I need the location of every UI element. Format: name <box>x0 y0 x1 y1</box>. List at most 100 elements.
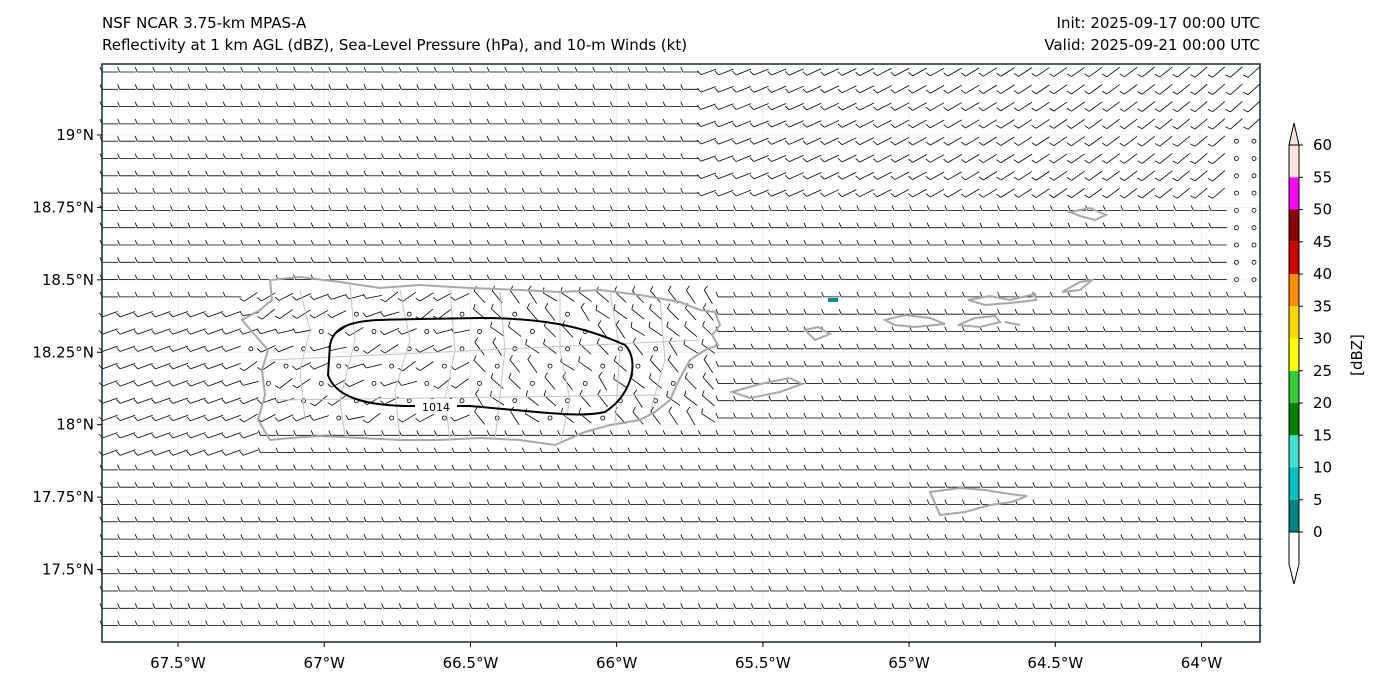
wind-barb <box>293 153 312 159</box>
wind-barb <box>856 499 875 505</box>
wind-barb <box>908 154 927 163</box>
wind-barb <box>749 137 769 145</box>
wind-barb <box>240 101 259 107</box>
wind-barb <box>1226 447 1245 454</box>
wind-barb <box>715 291 734 298</box>
wind-barb <box>1226 343 1245 350</box>
wind-barb <box>258 205 277 211</box>
wind-barb <box>327 310 347 319</box>
wind-barb <box>943 102 962 111</box>
wind-barb <box>557 187 576 194</box>
wind-barb <box>855 189 875 198</box>
wind-barb <box>486 274 506 281</box>
wind-barb <box>1155 482 1174 488</box>
wind-barb <box>890 154 910 163</box>
wind-barb <box>240 603 259 609</box>
wind-barb <box>256 345 276 353</box>
wind-barb <box>152 84 171 90</box>
wind-barb <box>117 551 136 557</box>
wind-barb <box>433 328 453 334</box>
wind-barb <box>1173 239 1192 246</box>
wind-barb <box>1102 585 1122 592</box>
wind-barb <box>909 568 928 575</box>
wind-barb <box>1173 482 1192 488</box>
wind-barb <box>1226 603 1245 609</box>
wind-barb <box>1067 239 1086 246</box>
wind-barb <box>732 137 752 145</box>
wind-barb <box>1120 274 1139 281</box>
wind-barb <box>1190 551 1210 557</box>
colorbar-swatch <box>1289 338 1299 371</box>
wind-barb <box>1226 568 1245 575</box>
wind-barb <box>909 309 928 315</box>
wind-barb <box>768 239 787 246</box>
wind-barb <box>205 187 224 194</box>
calm-wind-marker <box>1251 259 1257 265</box>
wind-barb <box>204 432 224 439</box>
wind-barb <box>1154 153 1173 164</box>
wind-barb <box>205 239 224 246</box>
wind-barb <box>363 101 382 107</box>
wind-barb <box>187 603 206 609</box>
wind-barb <box>258 620 277 626</box>
wind-barb <box>381 84 400 90</box>
wind-barb <box>204 397 224 404</box>
wind-barb <box>240 136 259 142</box>
wind-barb <box>1120 603 1139 609</box>
wind-barb <box>925 171 945 181</box>
wind-barb <box>152 239 171 246</box>
wind-barb <box>592 66 611 73</box>
wind-barb <box>504 153 523 159</box>
wind-barb <box>222 620 242 626</box>
wind-barb <box>750 603 770 609</box>
wind-barb <box>1119 187 1138 199</box>
wind-barb <box>837 137 857 146</box>
wind-barb <box>486 66 506 73</box>
wind-barb <box>961 119 980 129</box>
wind-barb <box>714 103 734 110</box>
wind-barb <box>944 291 963 298</box>
wind-barb <box>1085 239 1104 246</box>
wind-barb <box>1154 135 1173 147</box>
wind-barb <box>1173 447 1192 454</box>
wind-barb <box>1226 360 1245 367</box>
wind-barb <box>662 568 682 575</box>
wind-barb <box>310 499 330 505</box>
wind-barb <box>187 533 206 540</box>
wind-barb <box>750 360 770 367</box>
wind-barb <box>786 533 805 540</box>
wind-barb <box>381 447 400 454</box>
wind-barb <box>293 620 312 626</box>
wind-barb <box>943 119 962 129</box>
wind-barb <box>908 102 927 111</box>
wind-barb <box>1013 119 1033 129</box>
wind-barb <box>645 222 664 229</box>
wind-barb <box>1172 135 1191 147</box>
wind-barb <box>363 516 382 523</box>
wind-barb <box>1067 343 1086 350</box>
wind-barb <box>944 395 963 402</box>
wind-barb <box>997 551 1016 557</box>
wind-barb <box>662 136 682 142</box>
wind-barb <box>574 533 594 540</box>
wind-barb <box>1050 603 1069 609</box>
wind-barb <box>1155 533 1174 540</box>
wind-barb <box>346 499 365 505</box>
wind-barb <box>909 274 928 281</box>
wind-barb <box>170 568 189 575</box>
wind-barb <box>257 292 276 302</box>
wind-barb <box>908 136 927 146</box>
wind-barb <box>962 499 981 505</box>
wind-barb <box>398 66 418 73</box>
wind-barb <box>821 585 840 592</box>
wind-barb <box>293 533 312 540</box>
wind-barb <box>838 482 858 488</box>
wind-barb <box>451 136 470 142</box>
wind-barb <box>874 395 893 402</box>
wind-barb <box>680 533 699 540</box>
wind-barb <box>239 361 258 372</box>
wind-barb <box>1084 188 1103 199</box>
wind-barb <box>1190 291 1210 298</box>
wind-barb <box>1066 84 1085 95</box>
st-john-outline <box>957 314 1021 329</box>
